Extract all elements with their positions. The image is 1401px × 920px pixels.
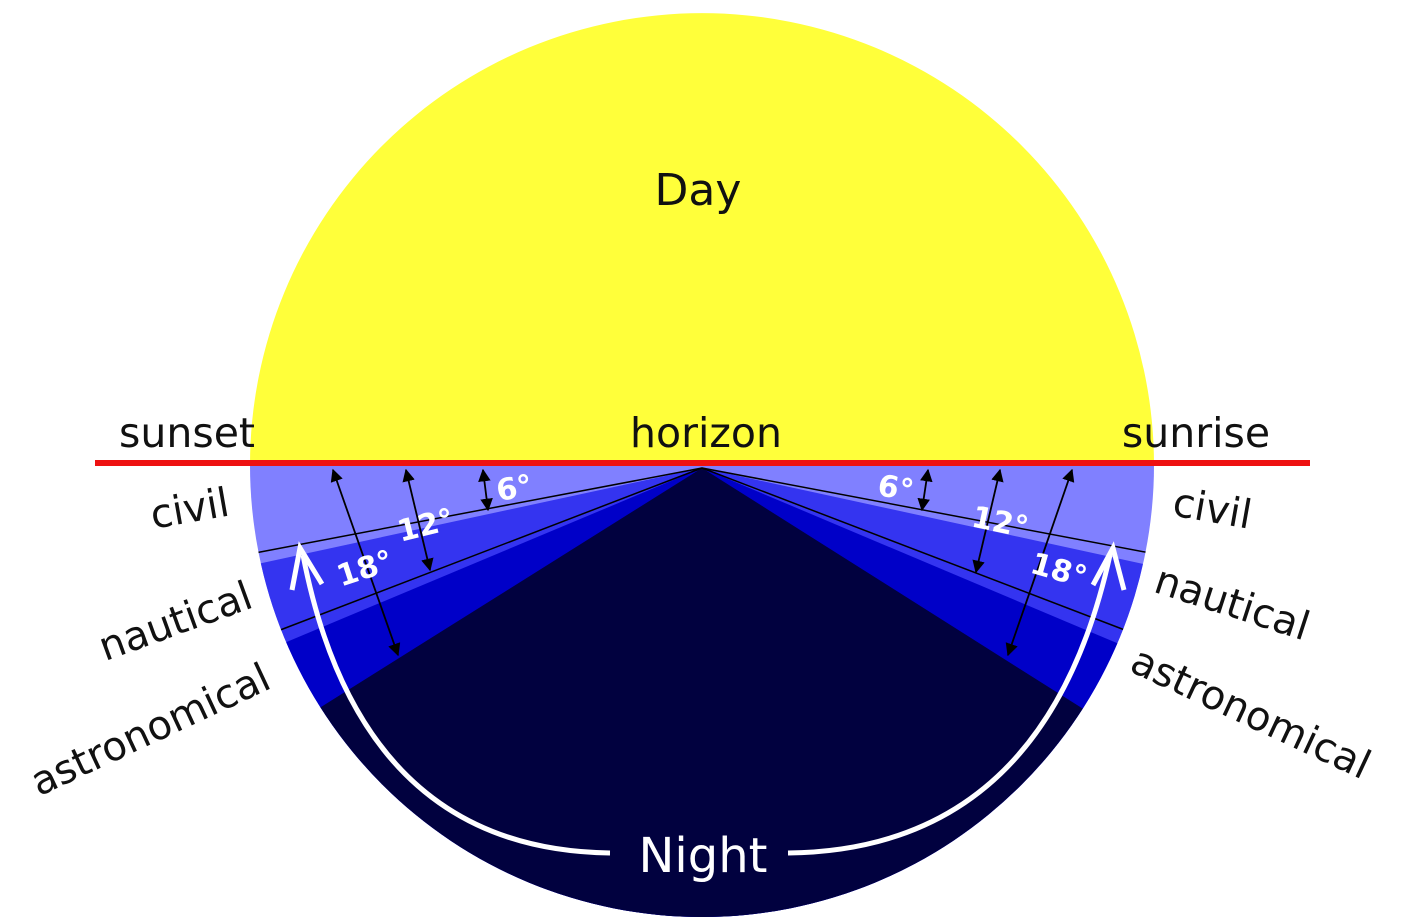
right-6-degree-label: 6°: [875, 468, 916, 509]
right-civil-label: civil: [1169, 480, 1255, 539]
night-arc-left: [300, 554, 611, 856]
night-arc-left-head: [289, 541, 325, 591]
right-12-arrow: [972, 468, 1004, 574]
horizon-label: horizon: [630, 409, 782, 457]
sunset-label: sunset: [119, 409, 255, 457]
day-region: [250, 13, 1154, 465]
right-astronomical-label: astronomical: [1124, 638, 1378, 789]
left-civil-label: civil: [147, 480, 233, 539]
right-18-arrow: [1005, 468, 1075, 657]
left-6-arrow: [478, 468, 493, 512]
sunrise-label: sunrise: [1122, 409, 1270, 457]
night-arc-right-head: [1090, 541, 1127, 591]
right-nautical-label: nautical: [1149, 557, 1315, 650]
left-18-arrow: [330, 468, 401, 657]
left-nautical-label: nautical: [93, 573, 259, 671]
left-12-arrow: [402, 468, 434, 572]
night-region: [250, 468, 1154, 917]
night-arc-right: [787, 554, 1113, 856]
left-astronomical-label: astronomical: [24, 655, 278, 806]
night-label: Night: [639, 828, 768, 884]
right-6-arrow: [917, 468, 933, 512]
day-label: Day: [655, 165, 742, 216]
left-6-degree-label: 6°: [494, 468, 535, 509]
